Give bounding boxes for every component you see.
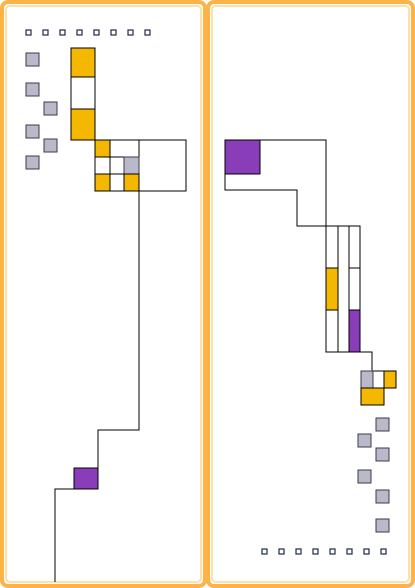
orange-block <box>70 108 96 141</box>
left-column-stack <box>70 47 96 141</box>
right-dot <box>312 548 319 555</box>
tree-frame <box>94 139 187 192</box>
left-gray-blocks <box>25 52 58 170</box>
left-dot <box>110 29 117 36</box>
left-dot <box>144 29 151 36</box>
orange-block <box>383 370 397 389</box>
left-dot <box>25 29 32 36</box>
gray-block <box>25 124 40 139</box>
right-dot <box>278 548 285 555</box>
right-dot <box>380 548 387 555</box>
left-dot-row <box>25 29 151 36</box>
right-connector-path <box>360 351 384 372</box>
right-dot <box>363 548 370 555</box>
left-dot <box>42 29 49 36</box>
left-panel-frame-outer <box>0 0 207 588</box>
right-dot <box>261 548 268 555</box>
purple-block <box>348 309 361 353</box>
right-dot <box>295 548 302 555</box>
right-gray-blocks <box>357 417 390 533</box>
right-dot-row <box>261 548 387 555</box>
orange-block <box>325 267 339 311</box>
gray-block <box>123 156 140 175</box>
gray-block <box>25 82 40 97</box>
right-panel-frame-outer <box>206 0 415 588</box>
purple-block <box>73 467 99 490</box>
gray-block <box>357 433 372 448</box>
left-dot <box>59 29 66 36</box>
gray-block <box>360 370 374 389</box>
left-dot <box>76 29 83 36</box>
gray-block <box>375 447 390 462</box>
right-outline <box>224 139 361 353</box>
gray-block <box>375 417 390 432</box>
right-dot <box>329 548 336 555</box>
orange-block <box>94 173 111 192</box>
orange-block <box>94 139 111 158</box>
orange-block <box>70 47 96 78</box>
gray-block <box>43 101 58 116</box>
gray-block <box>43 138 58 153</box>
purple-block <box>224 139 261 175</box>
gray-block <box>357 469 372 484</box>
gray-block <box>25 52 40 67</box>
gray-block <box>375 489 390 504</box>
gray-block <box>375 518 390 533</box>
orange-block <box>360 387 385 406</box>
right-dot <box>346 548 353 555</box>
left-dot <box>93 29 100 36</box>
orange-block <box>123 173 140 192</box>
white-block <box>70 76 96 110</box>
gray-block <box>25 155 40 170</box>
left-dot <box>127 29 134 36</box>
right-tree-structure <box>224 139 397 406</box>
left-tree-structure <box>94 139 187 192</box>
